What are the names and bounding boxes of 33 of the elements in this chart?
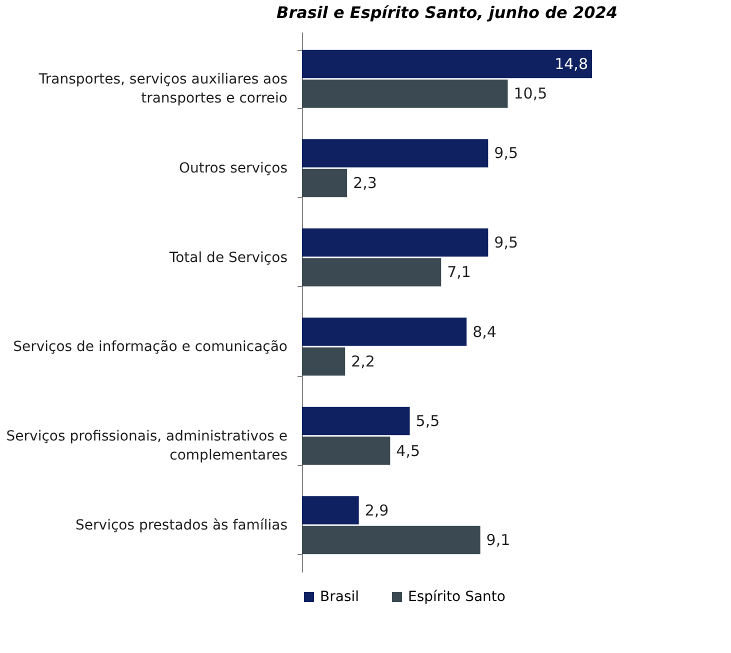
data-label: 7,1: [447, 263, 471, 282]
chart-title: Brasil e Espírito Santo, junho de 2024: [276, 3, 618, 22]
data-label: 2,3: [353, 174, 377, 192]
data-label: 4,5: [396, 442, 420, 460]
y-tick-label: Transportes, serviços auxiliares aos transportes e correio: [38, 71, 288, 106]
legend-label: Espírito Santo: [408, 589, 506, 605]
data-label: 9,5: [494, 233, 518, 252]
bar: [302, 258, 442, 286]
bar: [302, 168, 348, 198]
y-tick-label: Total de Serviços: [168, 250, 288, 266]
legend-label: Brasil: [320, 589, 360, 605]
bar: [302, 406, 410, 436]
bar: [302, 526, 480, 554]
y-tick-label: Serviços de informação e comunicação: [13, 339, 288, 356]
data-label: 2,2: [351, 352, 375, 371]
bar: [302, 318, 467, 346]
data-label: 8,4: [472, 322, 496, 341]
y-tick-label: Serviços prestados às famílias: [76, 518, 288, 534]
bar: [302, 496, 359, 524]
y-tick-label: Outros serviços: [178, 160, 288, 177]
bar: [302, 228, 488, 257]
data-label: 10,5: [514, 84, 548, 103]
bar: [302, 50, 592, 78]
data-label: 14,8: [554, 54, 588, 73]
y-tick-label: Serviços profissionais, administrativos e complementares: [6, 428, 288, 464]
bar: [302, 347, 346, 376]
data-label: 9,5: [494, 144, 518, 162]
bar: [302, 436, 390, 465]
data-label: 5,5: [416, 412, 440, 430]
data-label: 9,1: [486, 531, 510, 550]
data-label: 2,9: [364, 501, 389, 520]
bar: [302, 80, 508, 108]
bar: [302, 139, 488, 168]
